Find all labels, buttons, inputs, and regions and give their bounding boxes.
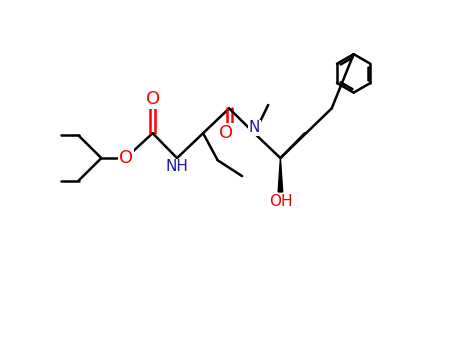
Text: N: N	[249, 120, 260, 135]
Text: O: O	[218, 124, 233, 142]
Text: O: O	[119, 149, 133, 167]
Polygon shape	[278, 158, 283, 192]
Text: OH: OH	[268, 194, 292, 209]
Text: O: O	[146, 90, 160, 107]
Text: NH: NH	[166, 159, 188, 174]
